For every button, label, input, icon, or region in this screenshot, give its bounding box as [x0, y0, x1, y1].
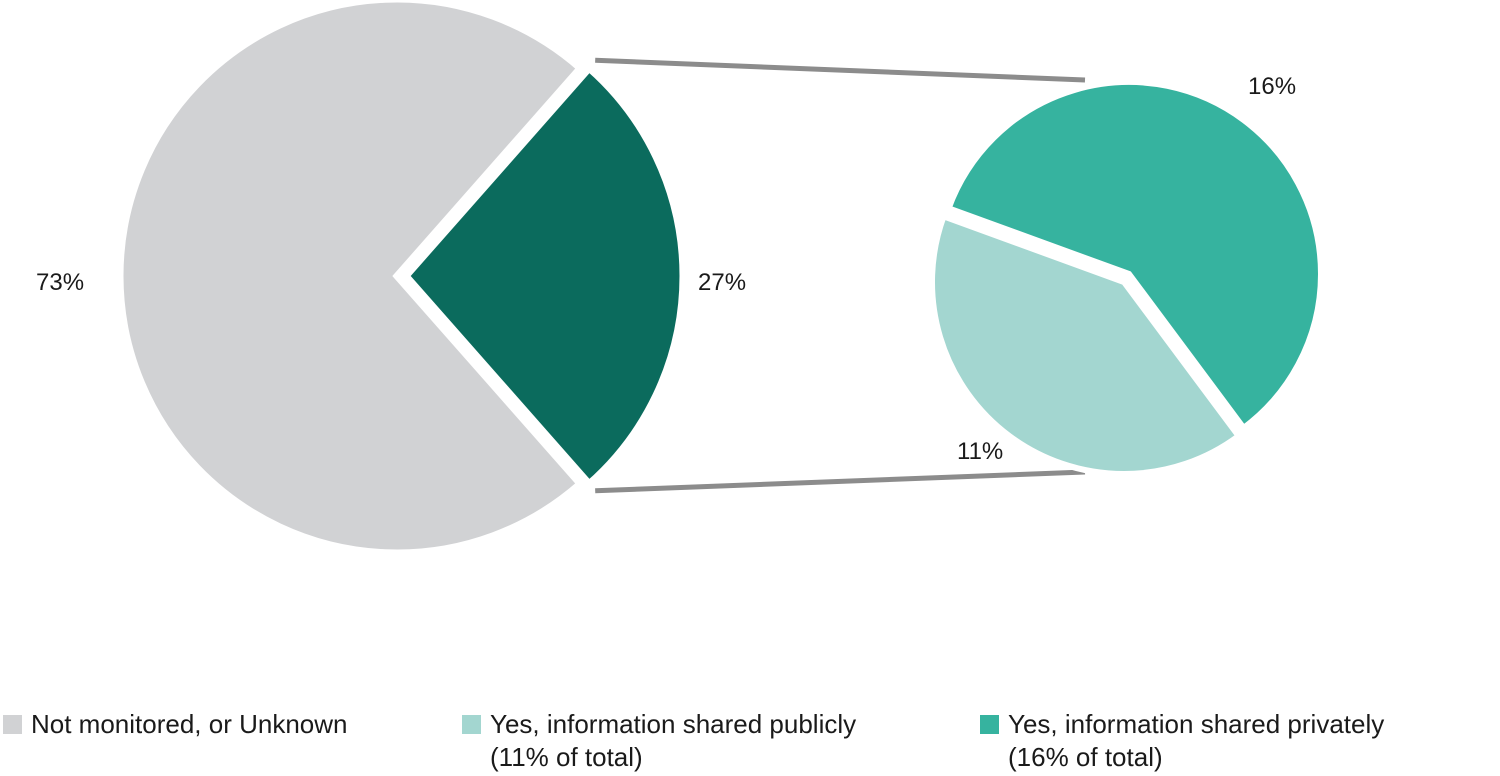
pie-slice-not-monitored-or-unknown — [116, 0, 586, 557]
legend-swatch-not-monitored — [3, 715, 22, 734]
legend-label-line1: Yes, information shared privately — [1008, 709, 1385, 739]
legend-label-line1: Not monitored, or Unknown — [31, 709, 348, 739]
main-pie — [116, 0, 687, 557]
connector-lines — [595, 57, 1086, 494]
legend-item-not-monitored: Not monitored, or Unknown — [3, 708, 347, 741]
pie-slice-yes — [401, 63, 687, 489]
legend-label-shared-privately: Yes, information shared privately (16% o… — [1008, 708, 1384, 774]
pie-slice-yes-information-shared-publicly — [929, 212, 1243, 477]
slice-labels: 73% 27% 16% 11% — [36, 73, 1296, 465]
label-16-percent: 16% — [1248, 73, 1296, 100]
legend-item-shared-publicly: Yes, information shared publicly (11% of… — [462, 708, 856, 774]
connector-line-bottom — [595, 469, 1086, 494]
label-11-percent: 11% — [957, 438, 1003, 465]
legend-label-line2: (11% of total) — [490, 742, 643, 772]
legend-label-line1: Yes, information shared publicly — [490, 709, 857, 739]
legend-label-shared-publicly: Yes, information shared publicly (11% of… — [490, 708, 856, 774]
pie-slice-yes-information-shared-privately — [944, 79, 1324, 433]
connector-line-top — [595, 57, 1086, 83]
legend-label-line2: (16% of total) — [1008, 742, 1163, 772]
legend-label-not-monitored: Not monitored, or Unknown — [31, 708, 347, 741]
legend-item-shared-privately: Yes, information shared privately (16% o… — [980, 708, 1384, 774]
pie-of-pie-chart: 73% 27% 16% 11% — [36, 0, 1324, 557]
legend-swatch-shared-privately — [980, 715, 999, 734]
breakdown-pie — [929, 79, 1324, 477]
legend-swatch-shared-publicly — [462, 715, 481, 734]
label-73-percent: 73% — [36, 269, 84, 296]
label-27-percent: 27% — [698, 269, 746, 296]
legend: Not monitored, or Unknown Yes, informati… — [0, 708, 1500, 776]
